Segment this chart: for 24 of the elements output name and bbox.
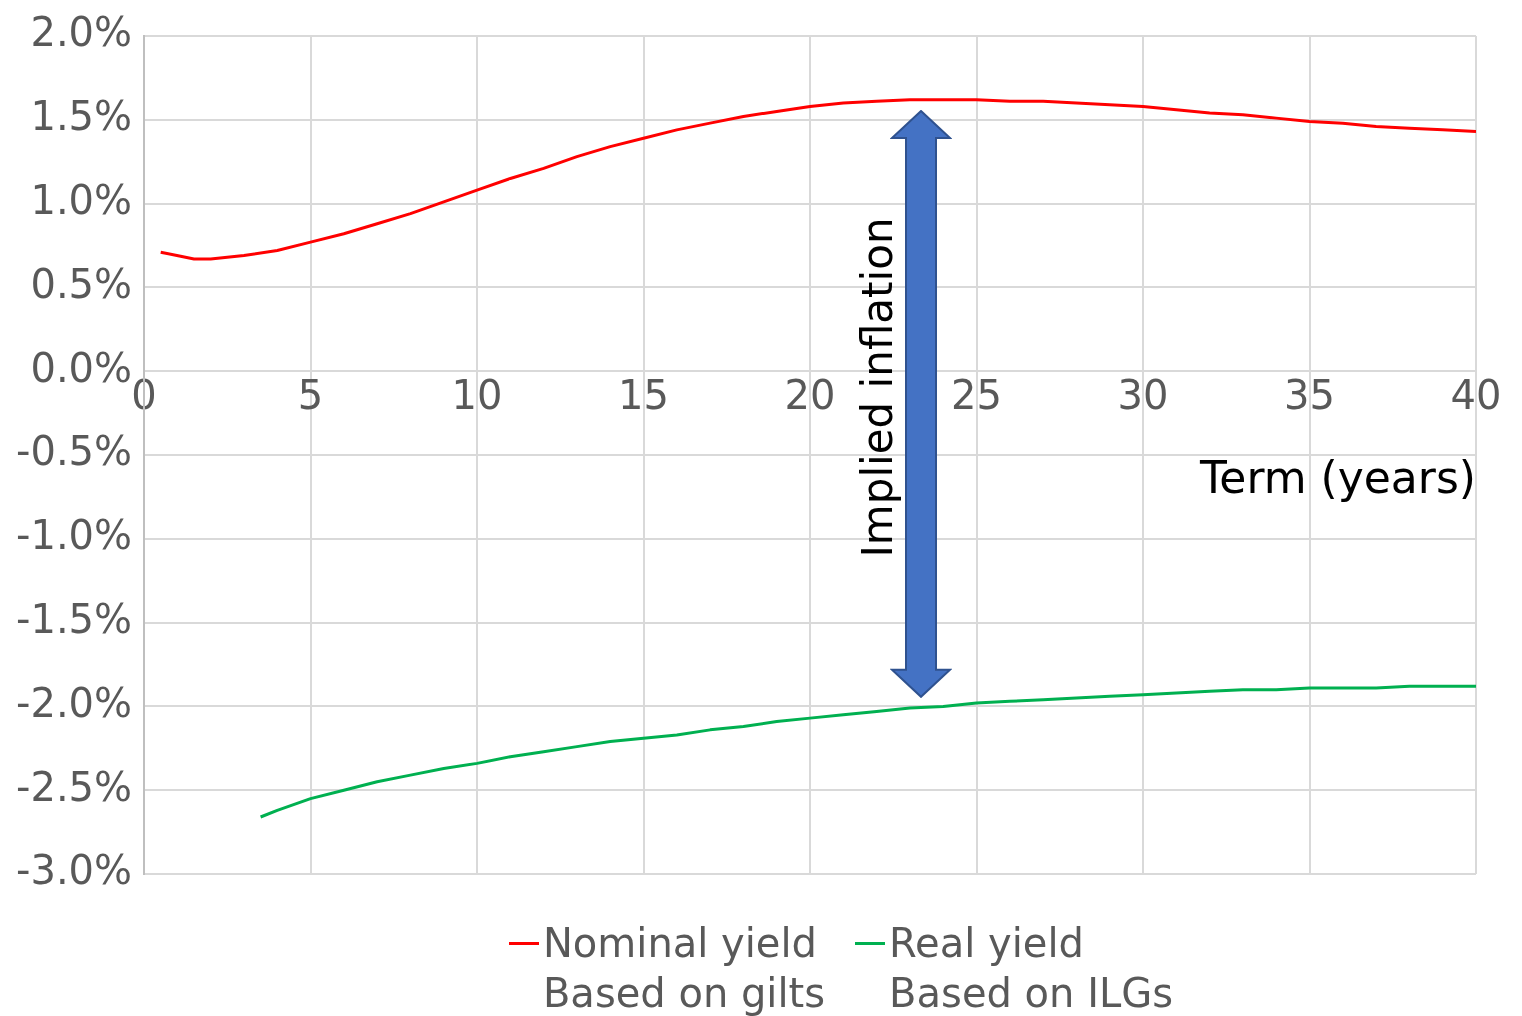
y-tick-label: -0.5% bbox=[15, 428, 133, 475]
y-tick-label: 2.0% bbox=[30, 9, 133, 56]
y-tick-label: -3.0% bbox=[15, 847, 133, 894]
legend-label: Real yield Based on ILGs bbox=[889, 919, 1174, 1016]
annotation: Implied inflation bbox=[852, 217, 902, 558]
x-tick-label: 25 bbox=[951, 371, 1002, 418]
y-tick-label: -2.5% bbox=[15, 763, 133, 810]
y-tick-label: -2.0% bbox=[15, 679, 133, 726]
x-tick-label: 20 bbox=[784, 371, 836, 418]
x-tick-label: 30 bbox=[1117, 371, 1169, 418]
x-tick-label: 5 bbox=[297, 371, 324, 418]
x-tick-label: 40 bbox=[1450, 371, 1502, 418]
y-tick-label: 1.0% bbox=[30, 176, 133, 223]
legend-label: Nominal yield Based on gilts bbox=[542, 919, 826, 1016]
y-tick-label: 1.5% bbox=[30, 93, 133, 140]
y-tick-label: -1.5% bbox=[15, 595, 133, 642]
x-tick-label: 0 bbox=[131, 371, 157, 418]
y-tick-label: 0.0% bbox=[30, 344, 133, 391]
x-axis-title: Term (years) bbox=[1198, 452, 1476, 504]
y-tick-label: -1.0% bbox=[15, 512, 133, 559]
x-tick-label: 10 bbox=[451, 371, 503, 418]
y-tick-label: 0.5% bbox=[30, 260, 133, 307]
x-tick-label: 35 bbox=[1284, 371, 1335, 418]
x-tick-label: 15 bbox=[618, 371, 669, 418]
